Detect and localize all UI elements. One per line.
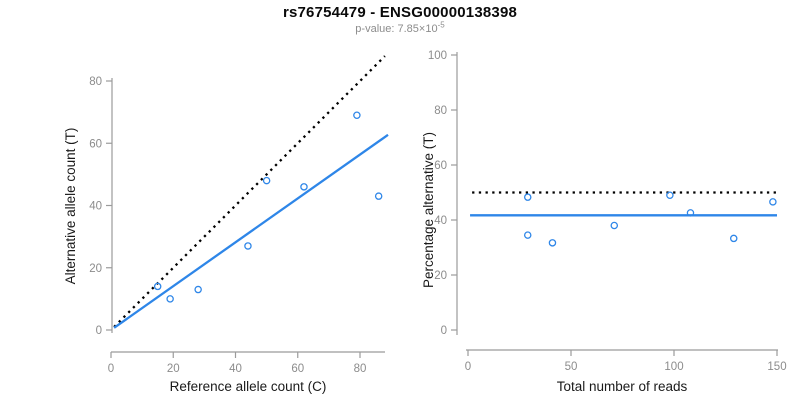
data-point xyxy=(666,191,674,199)
x-tick-label: 20 xyxy=(167,363,180,375)
y-tick-label: 60 xyxy=(89,138,102,150)
fit-line xyxy=(113,133,389,329)
y-axis-title: Alternative allele count (T) xyxy=(63,128,78,285)
y-tick-label: 80 xyxy=(89,76,102,88)
plot-title: rs76754479 - ENSG00000138398 xyxy=(282,4,518,21)
x-tick-label: 100 xyxy=(664,361,683,373)
x-axis-title: Total number of reads xyxy=(557,379,688,394)
data-point xyxy=(353,111,361,119)
y-tick-label: 0 xyxy=(96,325,102,337)
x-tick-label: 0 xyxy=(108,363,114,375)
left-scatter-plot: 0 20 40 60 80 0 20 40 60 80 Reference allele count… xyxy=(63,55,389,394)
y-tick-label: 0 xyxy=(441,325,447,337)
data-point xyxy=(244,242,252,250)
data-point xyxy=(769,198,777,206)
p-value-text: p-value: 7.85×10 xyxy=(355,23,438,35)
y-tick-label: 20 xyxy=(89,263,102,275)
data-point xyxy=(729,234,738,243)
data-point xyxy=(548,239,557,247)
data-point xyxy=(523,231,532,239)
y-axis-title: Percentage alternative (T) xyxy=(421,132,436,288)
data-point xyxy=(194,285,202,294)
x-tick-label: 60 xyxy=(291,363,304,375)
x-tick-label: 80 xyxy=(354,363,367,375)
data-point xyxy=(262,176,271,185)
x-tick-label: 40 xyxy=(229,363,242,375)
y-tick-label: 100 xyxy=(428,50,447,62)
data-point xyxy=(374,192,383,200)
data-point xyxy=(153,282,162,291)
x-tick-label: 150 xyxy=(767,361,786,373)
x-tick-label: 0 xyxy=(465,361,471,373)
y-tick-label: 40 xyxy=(434,215,447,227)
data-point xyxy=(166,295,174,303)
x-tick-label: 50 xyxy=(565,361,578,373)
p-value-exponent: -5 xyxy=(437,20,445,30)
data-point xyxy=(300,183,308,191)
data-point xyxy=(610,221,619,230)
p-value-subtitle: p-value: 7.85×10-5 xyxy=(0,20,800,35)
data-point xyxy=(523,193,532,201)
figure-header: rs76754479 - ENSG00000138398 p-value: 7.… xyxy=(0,4,800,35)
y-tick-label: 20 xyxy=(434,270,447,282)
y-tick-label: 40 xyxy=(89,201,102,213)
x-axis-title: Reference allele count (C) xyxy=(170,379,327,394)
y-tick-label: 60 xyxy=(434,160,447,172)
right-scatter-plot: 0 20 40 60 80 100 0 50 100 150 Total number of rea… xyxy=(421,50,787,394)
data-point xyxy=(686,209,695,217)
y-tick-label: 80 xyxy=(434,105,447,117)
